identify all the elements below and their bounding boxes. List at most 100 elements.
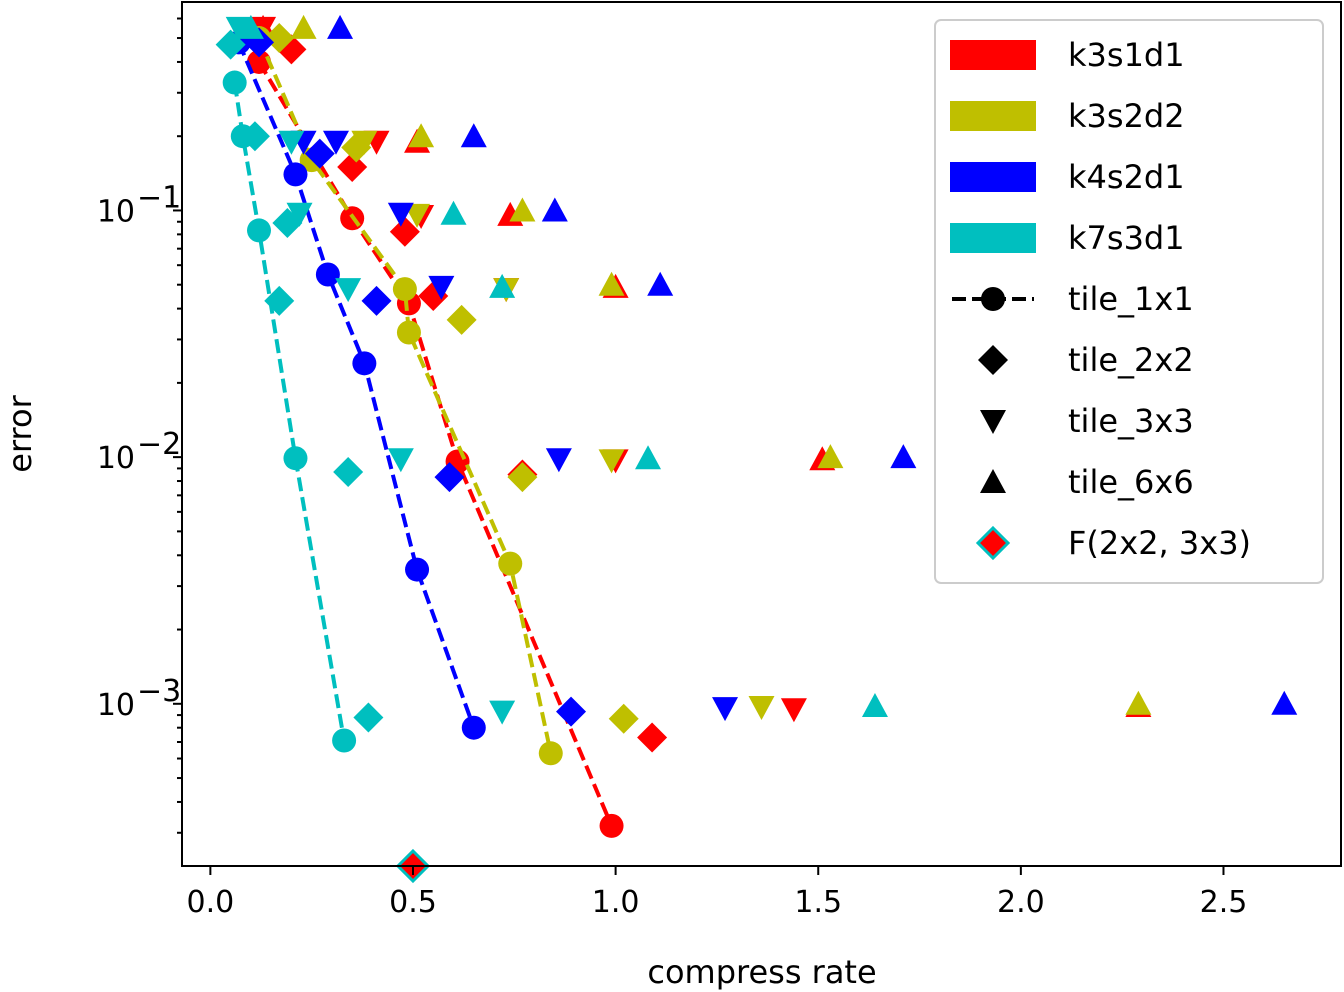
legend-item: k3s1d1 [950,36,1185,74]
k7s3d1-tile-1x1-circle-point [332,728,357,753]
k7s3d1-tile-3x3-triangle-down-point [489,700,516,725]
k3s2d2-tile-6x6-triangle-up-point [509,197,536,222]
k3s2d2-tile-6x6-triangle-up-point [1125,690,1152,715]
k7s3d1-tile-3x3-triangle-down-point [278,130,305,155]
k4s2d1-tile-3x3-triangle-down-point [712,697,739,722]
k4s2d1-tile-1x1-circle-point [405,557,430,582]
k4s2d1-tile-6x6-triangle-up-point [890,444,917,469]
k7s3d1-tile-2x2-diamond-point [353,702,384,733]
k4s2d1-tile-6x6-triangle-up-point [327,14,354,39]
k3s2d2-tile-6x6-triangle-up-point [408,123,435,148]
y-tick-label: 10 [97,194,135,229]
legend-swatch [950,162,1036,192]
k3s2d2-tile-6x6-triangle-up-point [817,444,844,469]
legend-triangle-up-marker [980,469,1006,493]
k4s2d1-tile-2x2-diamond-point [556,696,587,727]
legend-label: k4s2d1 [1068,158,1185,196]
legend-circle-marker [981,287,1005,311]
k3s2d2-tile-1x1-circle-point [498,551,523,576]
legend-item: tile_1x1 [952,280,1194,318]
k7s3d1-tile-2x2-diamond-point [215,29,246,60]
k3s1d1-tile-1x1-circle-point [246,49,271,74]
k7s3d1-tile-3x3-triangle-down-point [335,278,362,303]
k3s2d2-tile-6x6-triangle-up-point [598,271,625,296]
k7s3d1-tile-6x6-triangle-up-point [489,273,516,298]
k3s2d2-tile-2x2-diamond-point [264,23,295,54]
k7s3d1-tile-2x2-diamond-point [333,457,364,488]
k4s2d1-tile-6x6-triangle-up-point [460,123,487,148]
k4s2d1-tile-1x1-circle-point [352,351,377,376]
legend-item: k4s2d1 [950,158,1185,196]
k7s3d1-tile-3x3-triangle-down-point [286,202,313,227]
k3s2d2-tile-3x3-triangle-down-point [404,203,431,228]
legend-triangle-down-marker [980,410,1006,434]
k3s2d2-tile-6x6-triangle-up-point [290,14,317,39]
y-tick-label: 10 [97,688,135,723]
k4s2d1-tile-3x3-triangle-down-point [322,130,349,155]
y-tick-label-exponent: −1 [137,180,181,215]
k7s3d1-tile-1x1-circle-point [222,70,247,95]
k3s1d1-tile-3x3-triangle-down-point [780,698,807,723]
legend: k3s1d1 k3s2d2 k4s2d1 k7s3d1 tile_1x1 tile_2x2… [934,19,1324,584]
legend-label: k3s1d1 [1068,36,1185,74]
x-axis-label: compress rate [647,953,876,991]
k7s3d1-tile-6x6-triangle-up-point [440,200,467,225]
x-tick-label: 1.5 [794,885,842,920]
y-tick-label: 10 [97,441,135,476]
y-axis-label: error [1,394,39,472]
k4s2d1-tile-3x3-triangle-down-point [428,275,455,300]
k7s3d1-tile-1x1-circle-point [283,446,308,471]
legend-diamond-marker [978,345,1008,375]
legend-item: tile_6x6 [980,463,1194,501]
k7s3d1-tile-1x1-circle-point [230,124,255,149]
k4s2d1-tile-1x1-circle-point [461,715,486,740]
k7s3d1-tile-3x3-triangle-down-point [387,448,414,473]
k3s1d1-tile-2x2-diamond-point [637,722,668,753]
legend-label: tile_6x6 [1068,463,1194,501]
legend-label: k7s3d1 [1068,219,1185,257]
legend-item: tile_3x3 [980,402,1194,440]
k7s3d1-tile-6x6-triangle-up-point [635,445,662,470]
legend-label: tile_3x3 [1068,402,1194,440]
legend-swatch [950,223,1036,253]
k4s2d1-tile-2x2-diamond-point [304,138,335,169]
k3s2d2-tile-2x2-diamond-point [507,462,538,493]
plot-frame [181,1,1342,867]
legend-label: tile_2x2 [1068,341,1194,379]
x-tick-label: 2.0 [997,885,1045,920]
k3s2d2-tile-2x2-diamond-point [341,132,372,163]
k4s2d1-tile-6x6-triangle-up-point [541,197,568,222]
y-tick-label-exponent: −2 [137,427,181,462]
k3s2d2-tile-3x3-triangle-down-point [748,696,775,721]
x-tick-label: 1.0 [592,885,640,920]
k4s2d1-tile-6x6-triangle-up-point [1271,690,1298,715]
k4s2d1-tile-3x3-triangle-down-point [387,202,414,227]
k7s3d1-tile-3x3-triangle-down-point [225,16,252,41]
k3s2d2-tile-1x1-circle-point [392,277,417,302]
legend-frame [934,19,1324,584]
k4s2d1-tile-1x1-line [236,41,476,729]
x-tick-label: 2.5 [1200,885,1248,920]
k4s2d1-tile-2x2-diamond-point [434,462,465,493]
k3s2d2-tile-1x1-circle-point [538,741,563,766]
k7s3d1-tile-2x2-diamond-point [264,285,295,316]
legend-swatch [950,101,1036,131]
k3s2d2-tile-1x1-circle-point [396,320,421,345]
y-axis: 10−110−210−3 [97,17,182,834]
k3s1d1-tile-2x2-diamond-point [389,216,420,247]
legend-special-diamond-marker [975,525,1011,561]
x-tick-label: 0.5 [389,885,437,920]
legend-swatch [950,40,1036,70]
k7s3d1-tile-1x1-circle-point [246,218,271,243]
k3s1d1-tile-1x1-circle-point [599,813,624,838]
k4s2d1-tile-2x2-diamond-point [361,285,392,316]
legend-item: tile_2x2 [978,341,1194,379]
series-k7s3d1 [215,14,888,753]
y-tick-label-exponent: −3 [137,674,181,709]
k7s3d1-tile-6x6-triangle-up-point [861,692,888,717]
k4s2d1-tile-3x3-triangle-down-point [545,448,572,473]
x-axis: 0.0 0.5 1.0 1.5 2.0 2.5 [187,866,1248,920]
k3s2d2-tile-2x2-diamond-point [446,304,477,335]
k4s2d1-tile-1x1-circle-point [283,162,308,187]
